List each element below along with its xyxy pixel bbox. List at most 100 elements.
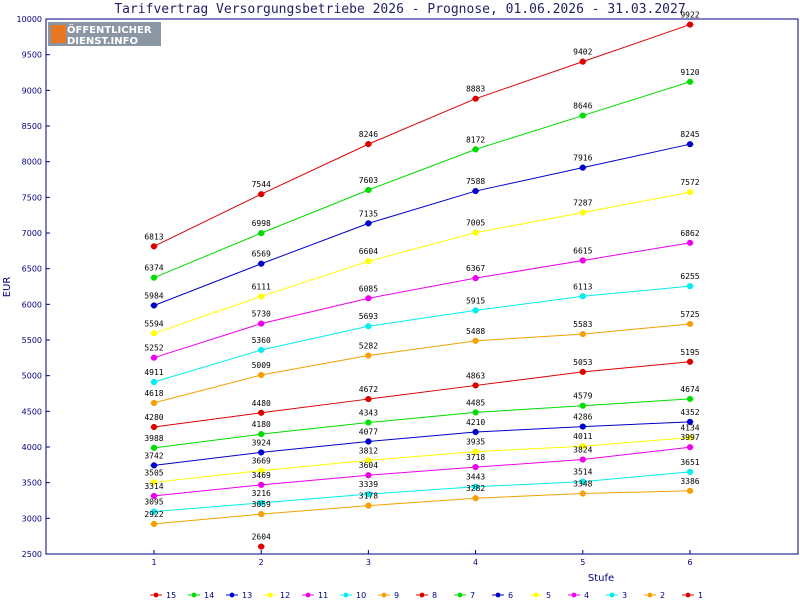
legend-label: 15 <box>166 591 176 600</box>
data-label: 3469 <box>252 471 271 480</box>
y-tick-label: 7500 <box>22 193 42 202</box>
x-tick-label: 3 <box>366 558 371 567</box>
data-label: 4077 <box>359 428 378 437</box>
data-label: 5282 <box>359 342 378 351</box>
legend-label: 8 <box>432 591 437 600</box>
series-line <box>153 436 691 483</box>
data-label: 9402 <box>573 48 592 57</box>
legend-swatch-marker <box>419 592 425 598</box>
legend-item: 3 <box>606 591 627 600</box>
legend-item: 8 <box>416 591 437 600</box>
plot-frame <box>45 18 799 555</box>
data-label: 8245 <box>680 130 699 139</box>
data-label: 7005 <box>466 219 485 228</box>
legend-label: 2 <box>660 591 665 600</box>
x-axis-label: Stufe <box>588 573 614 584</box>
x-tick-label: 1 <box>151 558 156 567</box>
data-label: 4579 <box>573 392 592 401</box>
data-label: 6085 <box>359 284 378 293</box>
data-label: 3924 <box>252 438 271 447</box>
data-label: 5252 <box>144 344 163 353</box>
data-label: 6569 <box>252 250 271 259</box>
data-label: 3059 <box>252 500 271 509</box>
data-label: 4863 <box>466 371 485 380</box>
data-label: 6255 <box>680 272 699 281</box>
legend-label: 14 <box>204 591 214 600</box>
data-label: 8246 <box>359 130 378 139</box>
y-ticks: 2500 3000 3500 4000 4500 5000 5500 6000 6500 7000… <box>17 15 50 559</box>
data-label: 3651 <box>680 458 699 467</box>
logo-line-1: ÖFFENTLICHER <box>67 22 152 36</box>
data-label: 4280 <box>144 413 163 422</box>
data-label: 7544 <box>252 180 271 189</box>
data-label: 3718 <box>466 453 485 462</box>
logo-background <box>48 22 161 46</box>
data-label: 2922 <box>144 510 163 519</box>
data-label: 3742 <box>144 451 163 460</box>
y-tick-label: 3000 <box>22 514 42 523</box>
legend-swatch-marker <box>685 592 691 598</box>
data-label: 4480 <box>252 399 271 408</box>
series-line <box>153 446 691 497</box>
legend: 15 14 13 12 11 10 9 8 7 6 5 4 3 2 1 <box>150 591 703 600</box>
legend-swatch-marker <box>647 592 653 598</box>
chart-title: Tarifvertrag Versorgungsbetriebe 2026 - … <box>114 2 685 17</box>
legend-item: 7 <box>454 591 475 600</box>
data-label: 4286 <box>573 413 592 422</box>
data-label: 4485 <box>466 398 485 407</box>
legend-item: 13 <box>226 591 252 600</box>
data-label: 5583 <box>573 320 592 329</box>
data-label: 3669 <box>252 457 271 466</box>
logo-mark <box>51 25 66 43</box>
data-label: 7603 <box>359 176 378 185</box>
data-label: 4911 <box>144 368 163 377</box>
series-line <box>153 81 691 279</box>
y-tick-label: 6000 <box>22 300 42 309</box>
series-2: 2922 3059 3178 3282 3348 3386 <box>144 477 700 527</box>
data-label: 3282 <box>466 484 485 493</box>
data-label: 6374 <box>144 264 163 273</box>
data-label: 5360 <box>252 336 271 345</box>
legend-label: 4 <box>584 591 589 600</box>
legend-label: 10 <box>356 591 366 600</box>
data-label: 4674 <box>680 385 699 394</box>
series-7: 3988 4180 4343 4485 4579 4674 <box>144 385 700 451</box>
y-tick-label: 4000 <box>22 443 42 452</box>
logo-line-2: DIENST.INFO <box>67 36 138 47</box>
data-label: 6813 <box>144 232 163 241</box>
legend-item: 11 <box>302 591 328 600</box>
data-label: 3178 <box>359 492 378 501</box>
data-label: 6113 <box>573 282 592 291</box>
data-label: 9922 <box>680 11 699 20</box>
series-line <box>153 471 691 513</box>
data-label: 5984 <box>144 291 163 300</box>
y-tick-label: 9500 <box>22 51 42 60</box>
data-label: 3514 <box>573 468 592 477</box>
legend-label: 6 <box>508 591 513 600</box>
series-3: 3095 3216 3339 3443 3514 3651 <box>144 458 700 515</box>
series-line <box>153 285 691 383</box>
legend-item: 14 <box>188 591 214 600</box>
legend-item: 9 <box>378 591 399 600</box>
legend-swatch-marker <box>343 592 349 598</box>
data-label: 4343 <box>359 409 378 418</box>
legend-swatch-marker <box>305 592 311 598</box>
data-label: 6111 <box>252 282 271 291</box>
legend-item: 1 <box>682 591 703 600</box>
data-label: 6367 <box>466 264 485 273</box>
legend-label: 5 <box>546 591 551 600</box>
x-tick-label: 4 <box>473 558 478 567</box>
legend-swatch-marker <box>609 592 615 598</box>
data-label: 5594 <box>144 319 163 328</box>
data-label: 3216 <box>252 489 271 498</box>
y-tick-label: 7000 <box>22 229 42 238</box>
y-tick-label: 2500 <box>22 550 42 559</box>
data-label: 4672 <box>359 385 378 394</box>
y-tick-label: 3500 <box>22 479 42 488</box>
data-label: 3997 <box>680 433 699 442</box>
series-1: 2604 <box>252 533 271 550</box>
y-tick-label: 6500 <box>22 265 42 274</box>
data-label: 7588 <box>466 177 485 186</box>
legend-swatch-marker <box>191 592 197 598</box>
data-label: 4134 <box>680 423 699 432</box>
